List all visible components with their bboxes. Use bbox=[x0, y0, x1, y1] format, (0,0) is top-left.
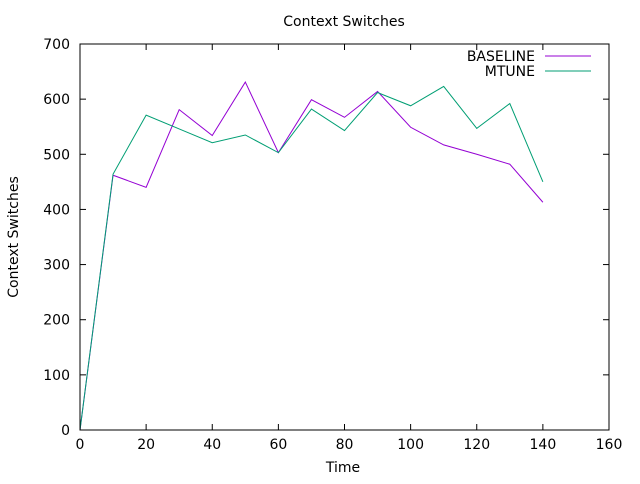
y-tick-label: 400 bbox=[43, 202, 70, 218]
x-tick-label: 80 bbox=[336, 437, 354, 453]
y-tick-label: 200 bbox=[43, 313, 70, 329]
y-tick-label: 300 bbox=[43, 258, 70, 274]
y-tick-label: 700 bbox=[43, 37, 70, 53]
x-tick-label: 0 bbox=[76, 437, 85, 453]
x-tick-label: 60 bbox=[269, 437, 287, 453]
series-line-baseline bbox=[79, 81, 544, 431]
chart-title: Context Switches bbox=[283, 14, 405, 30]
legend-label-baseline: BASELINE bbox=[467, 49, 535, 65]
y-tick-label: 100 bbox=[43, 368, 70, 384]
x-tick-label: 120 bbox=[463, 437, 490, 453]
plot-frame bbox=[79, 43, 610, 431]
series-lines bbox=[79, 81, 544, 431]
x-axis-label: Time bbox=[325, 460, 360, 476]
y-axis-label: Context Switches bbox=[6, 176, 22, 298]
x-tick-label: 100 bbox=[397, 437, 424, 453]
legend-label-mtune: MTUNE bbox=[485, 64, 535, 80]
series-line-mtune bbox=[79, 85, 544, 431]
y-tick-label: 600 bbox=[43, 92, 70, 108]
y-tick-label: 0 bbox=[61, 423, 70, 439]
axis-ticks: 0 20 40 60 80 100 120 140 160 0 100 200 300 400 500 600… bbox=[43, 37, 622, 453]
x-tick-label: 140 bbox=[530, 437, 557, 453]
x-tick-label: 20 bbox=[137, 437, 155, 453]
x-tick-label: 160 bbox=[596, 437, 623, 453]
y-tick-label: 500 bbox=[43, 147, 70, 163]
x-tick-label: 40 bbox=[203, 437, 221, 453]
